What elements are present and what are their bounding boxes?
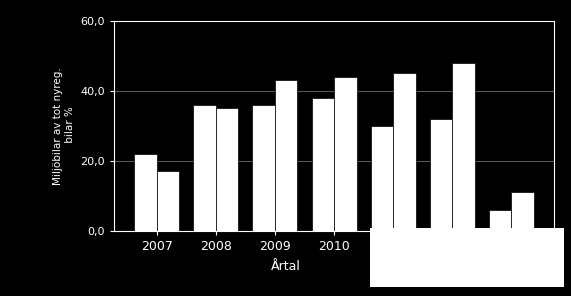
Bar xyxy=(134,154,156,231)
Bar xyxy=(275,80,297,231)
Bar xyxy=(252,105,275,231)
Bar xyxy=(334,77,356,231)
Bar xyxy=(452,63,475,231)
Bar xyxy=(156,171,179,231)
Bar xyxy=(393,73,416,231)
Bar xyxy=(194,105,216,231)
Bar xyxy=(430,119,452,231)
Bar xyxy=(371,126,393,231)
Text: Årtal: Årtal xyxy=(271,260,300,273)
Bar xyxy=(216,108,238,231)
Bar xyxy=(312,98,334,231)
Bar xyxy=(512,192,534,231)
Y-axis label: Miljöbilar av tot nyreg.
 bilar %: Miljöbilar av tot nyreg. bilar % xyxy=(54,67,75,185)
Bar xyxy=(489,210,512,231)
